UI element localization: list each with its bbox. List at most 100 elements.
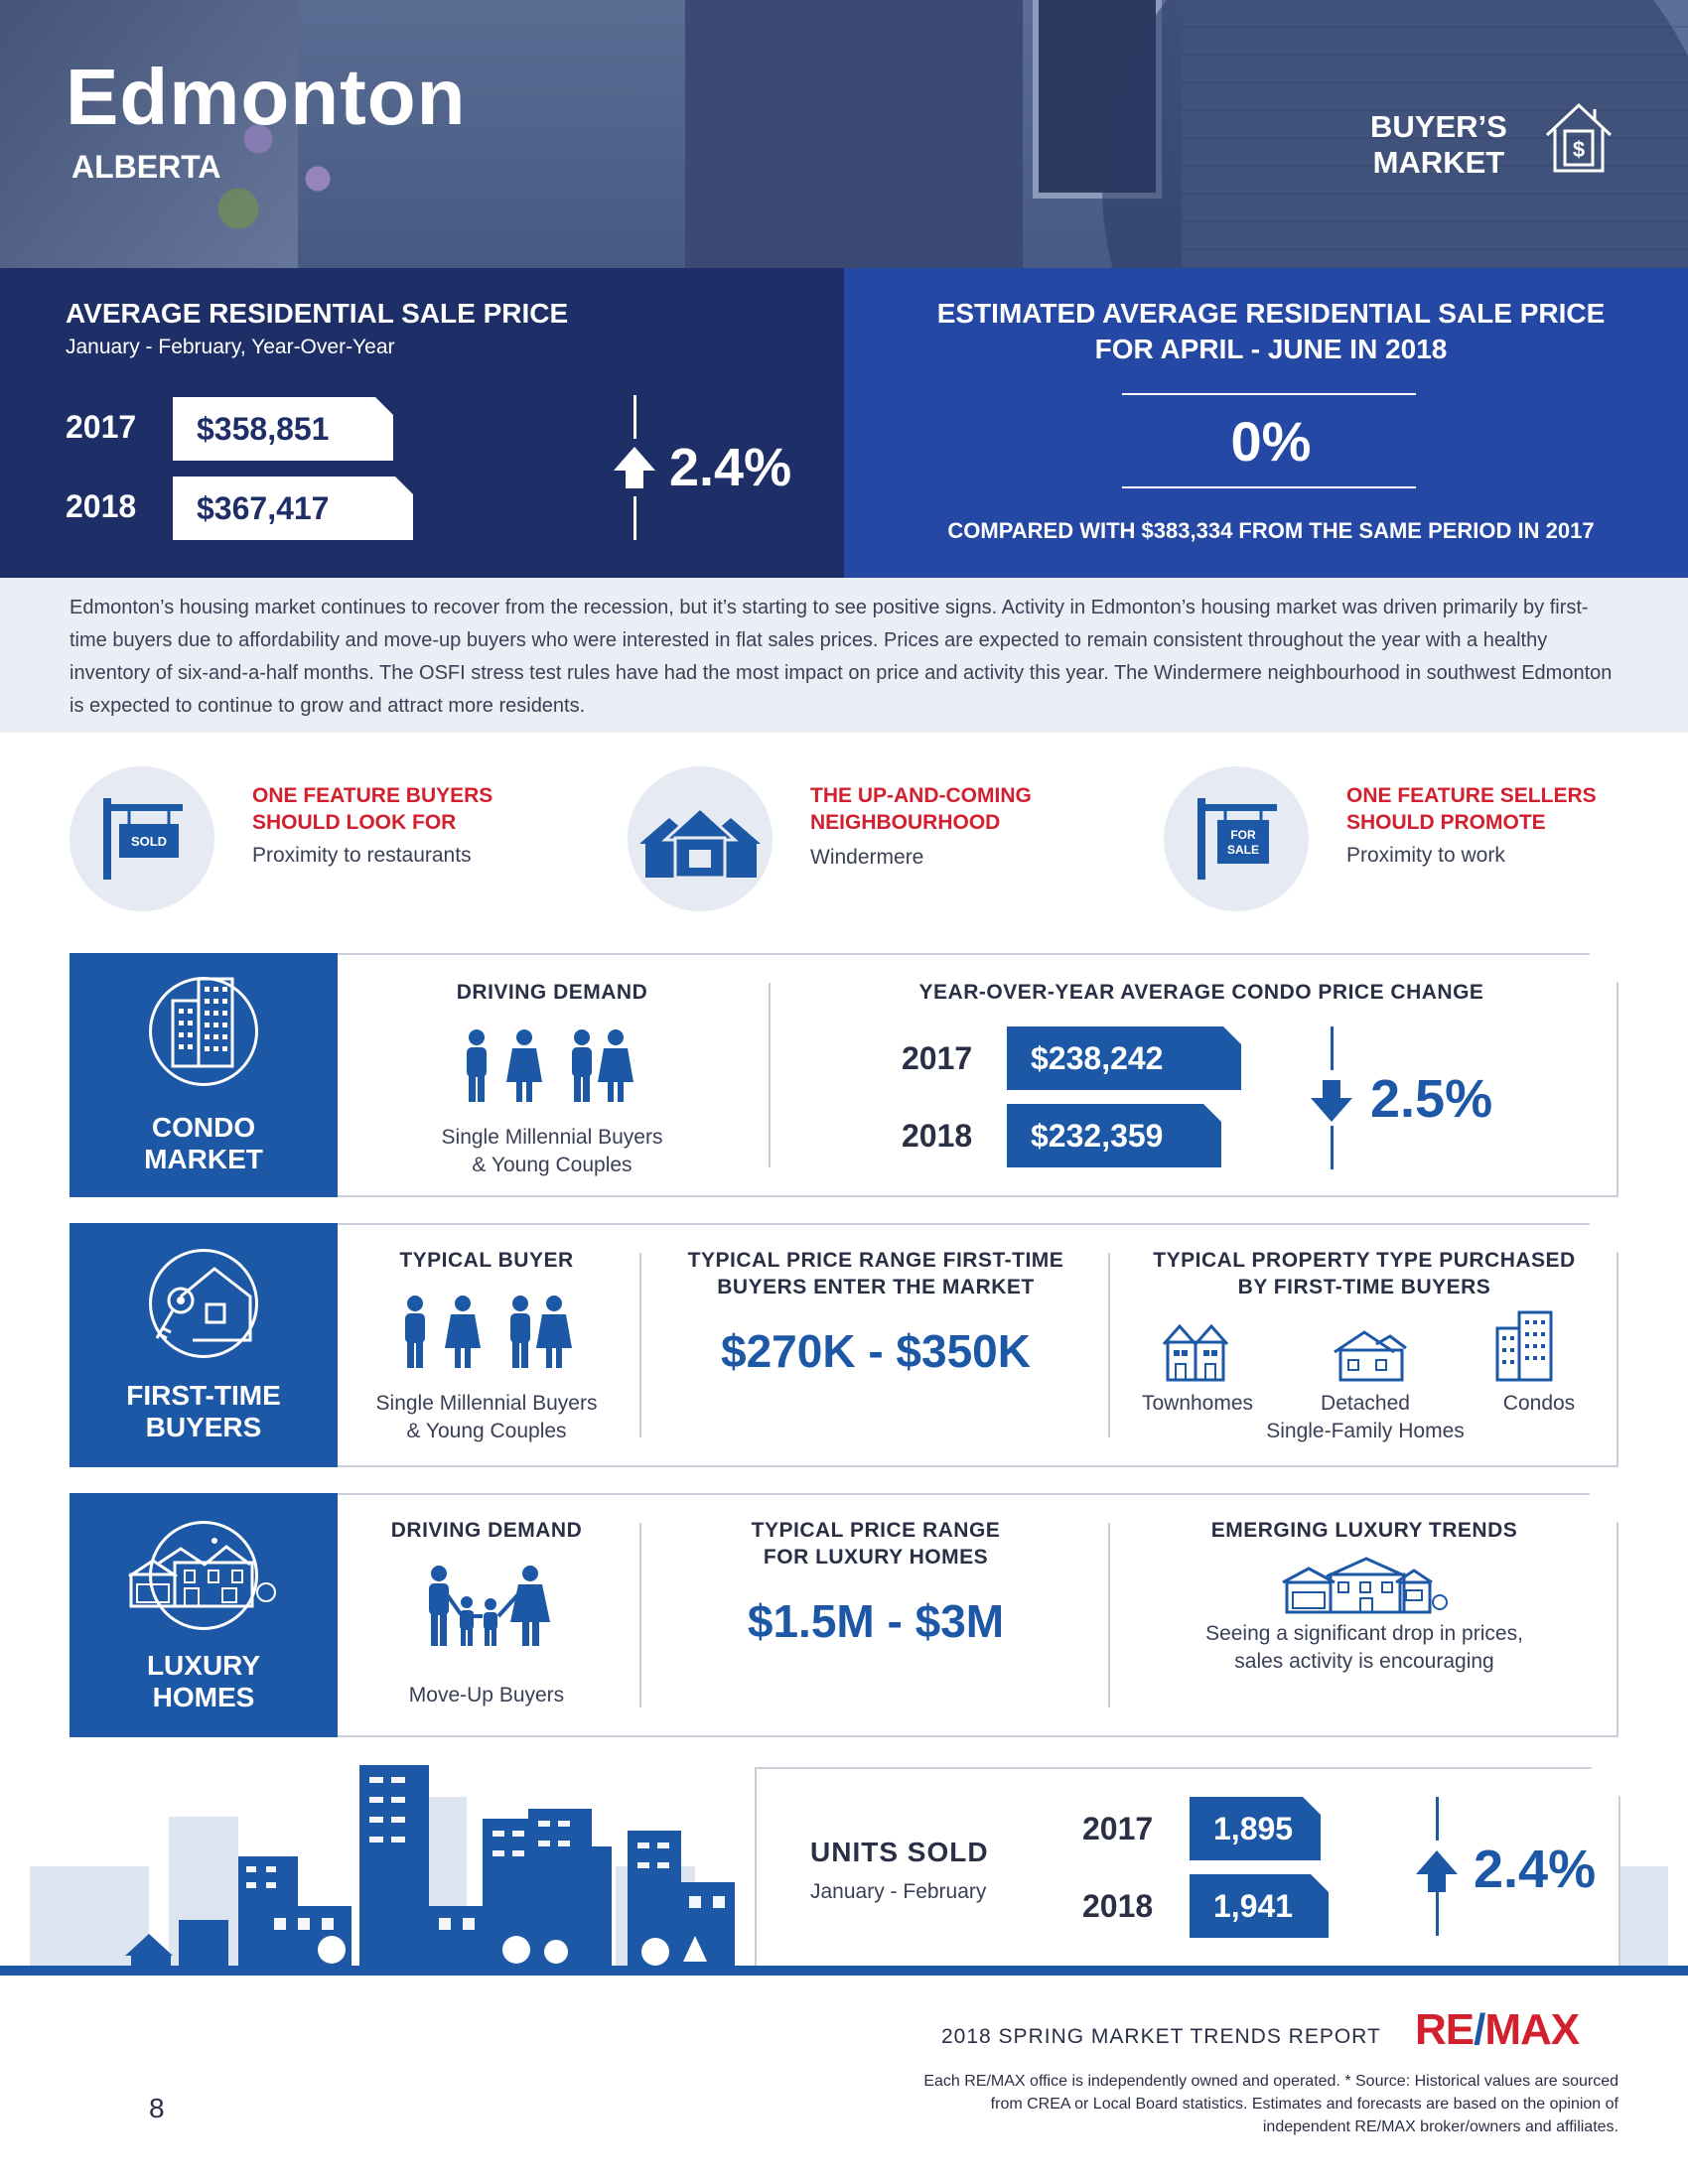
condo-change-line-bottom [1331, 1126, 1334, 1169]
units-sold-title: UNITS SOLD [810, 1837, 989, 1867]
feature-buyers-title: ONE FEATURE BUYERS SHOULD LOOK FOR [252, 782, 492, 836]
avg-year-2018: 2018 [66, 488, 137, 524]
feature-neighbourhood-value: Windermere [810, 846, 924, 869]
condo-tower-icon [1495, 1310, 1553, 1382]
first-time-icon-ring [149, 1249, 258, 1358]
disclaimer-line3: independent RE/MAX broker/owners and aff… [1262, 2118, 1618, 2135]
province-label: ALBERTA [71, 149, 221, 185]
disclaimer-line2: from CREA or Local Board statistics. Est… [990, 2096, 1618, 2113]
typical-buyer-text-line1: Single Millennial Buyers [375, 1392, 598, 1415]
avg-price-subtitle: January - February, Year-Over-Year [66, 336, 395, 358]
condo-market-label: CONDO MARKET [70, 1112, 338, 1175]
type-detached: Detached [1321, 1392, 1410, 1415]
for-sale-sign-text-1: FOR [1230, 828, 1256, 842]
avg-change-line-top [633, 395, 636, 439]
typical-buyer-title: TYPICAL BUYER [399, 1249, 574, 1272]
condo-demand-title: DRIVING DEMAND [456, 981, 648, 1004]
disclaimer-line1: Each RE/MAX office is independently owne… [923, 2073, 1618, 2090]
luxury-trend-title: EMERGING LUXURY TRENDS [1210, 1519, 1518, 1542]
condo-divider [769, 983, 771, 1167]
luxury-demand-title: DRIVING DEMAND [390, 1519, 583, 1542]
hero-banner [0, 0, 1688, 268]
feature-neighbourhood-title: THE UP-AND-COMING NEIGHBOURHOOD [810, 782, 1032, 836]
feature-buyers-title-line2: SHOULD LOOK FOR [252, 811, 457, 834]
market-type-line1: BUYER’S [1370, 109, 1507, 144]
luxury-trend-text-line1: Seeing a significant drop in prices, [1205, 1622, 1523, 1645]
page-number: 8 [149, 2093, 165, 2123]
report-title: 2018 SPRING MARKET TRENDS REPORT [941, 2025, 1381, 2048]
property-type-title-line1: TYPICAL PROPERTY TYPE PURCHASED [1153, 1249, 1576, 1272]
units-2017: 1,895 [1190, 1797, 1321, 1860]
estimate-title: ESTIMATED AVERAGE RESIDENTIAL SALE PRICE… [864, 296, 1678, 367]
estimate-title-line2: FOR APRIL - JUNE IN 2018 [1094, 334, 1448, 364]
units-year-2018: 2018 [1082, 1888, 1154, 1924]
luxury-label-line2: HOMES [152, 1682, 255, 1712]
feature-buyers-title-line1: ONE FEATURE BUYERS [252, 784, 493, 807]
units-change: 2.4% [1474, 1840, 1597, 1899]
people-couples-icon-2 [405, 1296, 572, 1368]
feature-sellers-title: ONE FEATURE SELLERS SHOULD PROMOTE [1346, 782, 1597, 836]
avg-price-title: AVERAGE RESIDENTIAL SALE PRICE [66, 298, 569, 329]
units-change-line-bottom [1436, 1892, 1439, 1936]
units-sold-panel [755, 1767, 1620, 1970]
condo-price-2018: $232,359 [1007, 1104, 1221, 1167]
market-type-line2: MARKET [1372, 145, 1505, 180]
luxury-divider-1 [639, 1523, 641, 1707]
type-condos: Condos [1502, 1392, 1576, 1415]
first-time-range-title-line2: BUYERS ENTER THE MARKET [717, 1276, 1035, 1298]
estimate-panel [844, 268, 1688, 578]
first-time-buyers-label: FIRST-TIME BUYERS [70, 1380, 338, 1443]
market-description: Edmonton’s housing market continues to r… [0, 578, 1688, 733]
typical-buyer-text: Single Millennial Buyers & Young Couples [338, 1390, 635, 1445]
first-time-range-title-line1: TYPICAL PRICE RANGE FIRST-TIME [687, 1249, 1064, 1272]
arrow-down-icon [1311, 1080, 1352, 1122]
feature-neighbourhood-title-line1: THE UP-AND-COMING [810, 784, 1032, 807]
luxury-label-line1: LUXURY [146, 1650, 261, 1681]
units-2018: 1,941 [1190, 1874, 1329, 1938]
avg-price-panel [0, 268, 844, 578]
avg-price-2018: $367,417 [173, 477, 413, 540]
sold-sign-text: SOLD [131, 834, 167, 849]
luxury-trend-text-line2: sales activity is encouraging [1234, 1650, 1494, 1673]
condo-year-2017: 2017 [902, 1040, 973, 1076]
first-time-label-line2: BUYERS [145, 1412, 262, 1442]
feature-neighbourhood-title-line2: NEIGHBOURHOOD [810, 811, 1001, 834]
luxury-range-value: $1.5M - $3M [747, 1595, 1005, 1647]
logo-part-a: RE [1415, 2005, 1475, 2054]
first-time-divider-1 [639, 1253, 641, 1437]
luxury-trend-text: Seeing a significant drop in prices, sal… [1116, 1620, 1613, 1676]
logo-part-c: MAX [1484, 2005, 1580, 2054]
luxury-range-title-line1: TYPICAL PRICE RANGE [751, 1519, 1001, 1542]
feature-buyers-value: Proximity to restaurants [252, 844, 472, 867]
logo-part-b: / [1474, 2005, 1485, 2054]
condo-demand-text: Single Millennial Buyers & Young Couples [393, 1124, 711, 1179]
city-title: Edmonton [66, 53, 467, 141]
estimate-title-line1: ESTIMATED AVERAGE RESIDENTIAL SALE PRICE [936, 298, 1606, 329]
townhome-icon [1162, 1323, 1229, 1382]
estimate-rule-top [1122, 393, 1416, 395]
hero-photo-door [685, 0, 1023, 268]
luxury-home-icon [128, 1538, 276, 1608]
condo-demand-text-line2: & Young Couples [472, 1154, 633, 1176]
detached-home-icon [1334, 1330, 1407, 1382]
luxury-homes-label: LUXURY HOMES [70, 1650, 338, 1713]
condo-price-2017: $238,242 [1007, 1026, 1241, 1090]
remax-logo: RE/MAX [1415, 2005, 1580, 2055]
units-sold-subtitle: January - February [810, 1880, 987, 1903]
type-townhomes: Townhomes [1141, 1392, 1254, 1415]
luxury-range-title-line2: FOR LUXURY HOMES [763, 1546, 989, 1569]
first-time-divider-2 [1108, 1253, 1110, 1437]
luxury-range-title: TYPICAL PRICE RANGE FOR LUXURY HOMES [655, 1517, 1096, 1570]
sold-sign-icon: SOLD [103, 798, 183, 880]
condo-label-line2: MARKET [144, 1144, 263, 1174]
feature-sellers-title-line2: SHOULD PROMOTE [1346, 811, 1546, 834]
feature-sellers-title-line1: ONE FEATURE SELLERS [1346, 784, 1597, 807]
market-type-label: BUYER’S MARKET [1370, 109, 1507, 181]
avg-change-line-bottom [633, 496, 636, 540]
feature-sellers-value: Proximity to work [1346, 844, 1505, 867]
estimate-compare: COMPARED WITH $383,334 FROM THE SAME PER… [947, 518, 1595, 543]
condo-demand-text-line1: Single Millennial Buyers [441, 1126, 663, 1149]
house-key-icon [155, 1267, 252, 1342]
disclaimer: Each RE/MAX office is independently owne… [695, 2070, 1618, 2138]
first-time-range-value: $270K - $350K [721, 1325, 1031, 1377]
